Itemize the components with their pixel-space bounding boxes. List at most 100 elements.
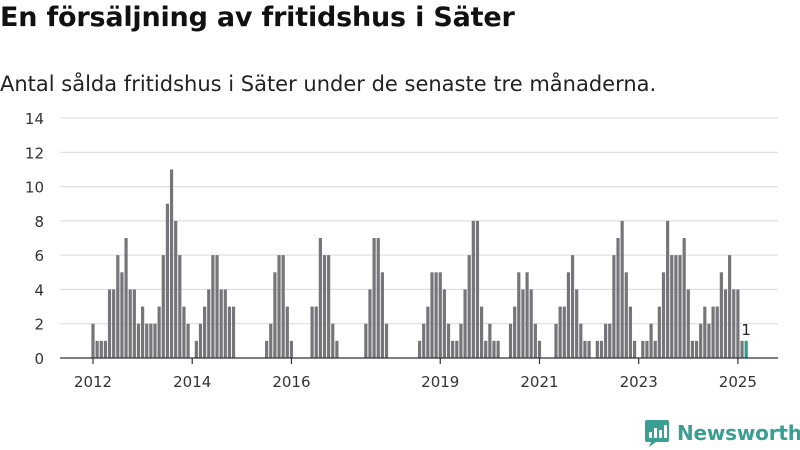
bar <box>203 306 207 358</box>
bar <box>231 306 236 358</box>
bar <box>107 289 112 358</box>
y-tick-label: 12 <box>25 144 44 162</box>
chart-subtitle: Antal sålda fritidshus i Säter under de … <box>0 72 657 96</box>
brand-logo: Newsworthy <box>644 418 800 448</box>
x-tick-label: 2025 <box>719 373 757 391</box>
bar <box>612 255 616 358</box>
bar <box>285 306 289 358</box>
bar <box>372 238 376 358</box>
bar <box>207 289 211 358</box>
bar <box>318 238 322 358</box>
bar <box>446 323 451 358</box>
bar <box>488 323 492 358</box>
bar <box>562 306 566 358</box>
bar <box>384 323 389 358</box>
newsworthy-logo-icon <box>645 420 669 447</box>
bar-highlight <box>744 340 748 358</box>
bar <box>699 323 703 358</box>
bar <box>558 306 562 358</box>
y-tick-label: 6 <box>34 247 44 265</box>
bar <box>455 340 459 358</box>
bar <box>211 255 215 358</box>
bar <box>608 323 612 358</box>
bar <box>124 238 128 358</box>
bar <box>599 340 604 358</box>
bar <box>715 306 719 358</box>
x-tick-label: 2021 <box>520 373 558 391</box>
bar <box>103 340 108 358</box>
bar <box>438 272 442 358</box>
bar <box>198 323 203 358</box>
bar <box>215 255 219 358</box>
x-tick-label: 2014 <box>173 373 211 391</box>
bar <box>95 340 99 358</box>
bar <box>732 289 736 358</box>
bar <box>112 289 116 358</box>
bar <box>219 289 223 358</box>
bar <box>620 220 624 358</box>
bar <box>711 306 715 358</box>
bar <box>740 340 744 358</box>
bar <box>682 238 686 358</box>
bar <box>331 323 335 358</box>
y-tick-label: 14 <box>25 110 44 128</box>
bar <box>525 272 529 358</box>
bar <box>595 340 599 358</box>
bar <box>277 255 281 358</box>
bar <box>182 306 186 358</box>
bar <box>616 238 620 358</box>
bar <box>513 306 517 358</box>
bar <box>649 323 653 358</box>
bar <box>624 272 628 358</box>
bar <box>674 255 678 358</box>
bar <box>728 255 732 358</box>
bar <box>227 306 232 358</box>
bar <box>604 323 608 358</box>
bar <box>368 289 372 358</box>
y-tick-label: 10 <box>25 179 44 197</box>
bar <box>430 272 434 358</box>
bar <box>417 340 422 358</box>
bar <box>442 289 446 358</box>
bar <box>157 306 161 358</box>
bar <box>703 306 707 358</box>
bar <box>149 323 153 358</box>
bars <box>91 169 748 358</box>
bar <box>670 255 674 358</box>
x-tick-label: 2023 <box>620 373 658 391</box>
bar <box>269 323 273 358</box>
annotations: 1 <box>741 321 751 339</box>
bar <box>186 323 190 358</box>
bar <box>335 340 339 358</box>
bar <box>583 340 587 358</box>
bar <box>141 306 145 358</box>
x-tick-label: 2019 <box>421 373 459 391</box>
bar <box>120 272 124 358</box>
bar <box>575 289 579 358</box>
bar <box>533 323 537 358</box>
bar <box>223 289 227 358</box>
bar <box>434 272 438 358</box>
bar <box>628 306 633 358</box>
data-label: 1 <box>741 321 751 339</box>
bar <box>310 306 314 358</box>
bar <box>579 323 583 358</box>
bar <box>496 340 500 358</box>
bar <box>521 289 525 358</box>
bar <box>537 340 542 358</box>
chart-title: En försäljning av fritidshus i Säter <box>0 2 515 33</box>
bar <box>174 220 178 358</box>
bar <box>645 340 649 358</box>
bar <box>161 255 165 358</box>
bar <box>694 340 699 358</box>
bar <box>587 340 591 358</box>
bar <box>322 255 327 358</box>
bar <box>484 340 488 358</box>
bar <box>165 203 170 358</box>
bar <box>153 323 157 358</box>
bar <box>273 272 277 358</box>
bar <box>707 323 711 358</box>
bar <box>690 340 695 358</box>
bar <box>666 220 670 358</box>
bar <box>451 340 455 358</box>
